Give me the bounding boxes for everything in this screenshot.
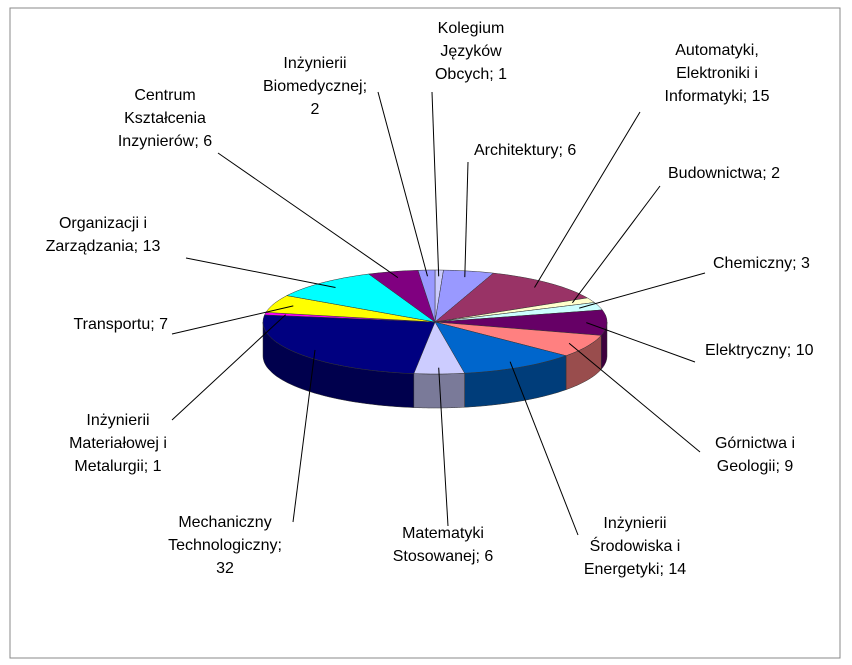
- data-label: Transportu; 7: [73, 316, 168, 333]
- data-label: Architektury; 6: [474, 142, 576, 159]
- pie-sides: [262, 321, 608, 409]
- data-label: Zarządzania; 13: [46, 238, 161, 255]
- leader-line: [579, 272, 706, 309]
- data-label: Informatyki; 15: [665, 88, 770, 105]
- data-label: Technologiczny;: [168, 537, 282, 554]
- data-label: Biomedycznej;: [263, 78, 367, 95]
- data-label: Inżynierii: [603, 515, 666, 532]
- data-label: Organizacji i: [59, 215, 147, 232]
- slice: [434, 269, 495, 323]
- data-label: Materiałowej i: [69, 435, 167, 452]
- slice: [434, 309, 608, 336]
- slice: [286, 273, 436, 323]
- data-label: Inzynierów; 6: [118, 133, 212, 150]
- leader-line: [185, 257, 336, 288]
- slice: [262, 314, 436, 374]
- slice: [434, 272, 589, 323]
- data-label: Inżynierii: [283, 55, 346, 72]
- data-label: Mechaniczny: [178, 514, 271, 531]
- slice: [265, 295, 436, 323]
- leader-line: [568, 342, 701, 453]
- data-label: Matematyki: [402, 525, 484, 542]
- leader-line: [534, 111, 641, 288]
- data-label: Obcych; 1: [435, 66, 507, 83]
- slice: [368, 270, 436, 323]
- data-label: Kształcenia: [124, 110, 206, 127]
- data-label: Metalurgii; 1: [74, 458, 161, 475]
- leader-line: [438, 367, 449, 527]
- leader-line: [217, 152, 399, 279]
- leader-line: [464, 161, 469, 278]
- pie-tops: [262, 269, 608, 375]
- data-label: 32: [216, 560, 234, 577]
- slice: [434, 321, 602, 356]
- data-label: 2: [311, 101, 320, 118]
- data-label: Stosowanej; 6: [393, 548, 494, 565]
- slice: [434, 302, 603, 323]
- data-label: Centrum: [134, 87, 195, 104]
- leader-line: [171, 314, 286, 421]
- data-label: Automatyki,: [675, 42, 759, 59]
- data-label: Górnictwa i: [715, 435, 795, 452]
- data-label: Kolegium: [438, 20, 505, 37]
- data-label: Chemiczny; 3: [713, 255, 810, 272]
- data-label: Elektryczny; 10: [705, 342, 814, 359]
- data-label: Geologii; 9: [717, 458, 794, 475]
- leader-line: [292, 349, 316, 523]
- leader-line: [586, 322, 696, 363]
- slice: [417, 269, 436, 323]
- data-label: Elektroniki i: [676, 65, 758, 82]
- leader-line: [572, 185, 661, 304]
- data-label: Energetyki; 14: [584, 561, 686, 578]
- data-label: Środowiska i: [590, 536, 681, 555]
- leader-line: [171, 305, 294, 335]
- slice: [434, 321, 567, 374]
- data-label: Języków: [440, 43, 502, 60]
- data-label: Budownictwa; 2: [668, 165, 780, 182]
- data-label: Inżynierii: [86, 412, 149, 429]
- leader-line: [431, 91, 440, 277]
- leader-line: [377, 91, 428, 277]
- leader-line: [509, 361, 579, 536]
